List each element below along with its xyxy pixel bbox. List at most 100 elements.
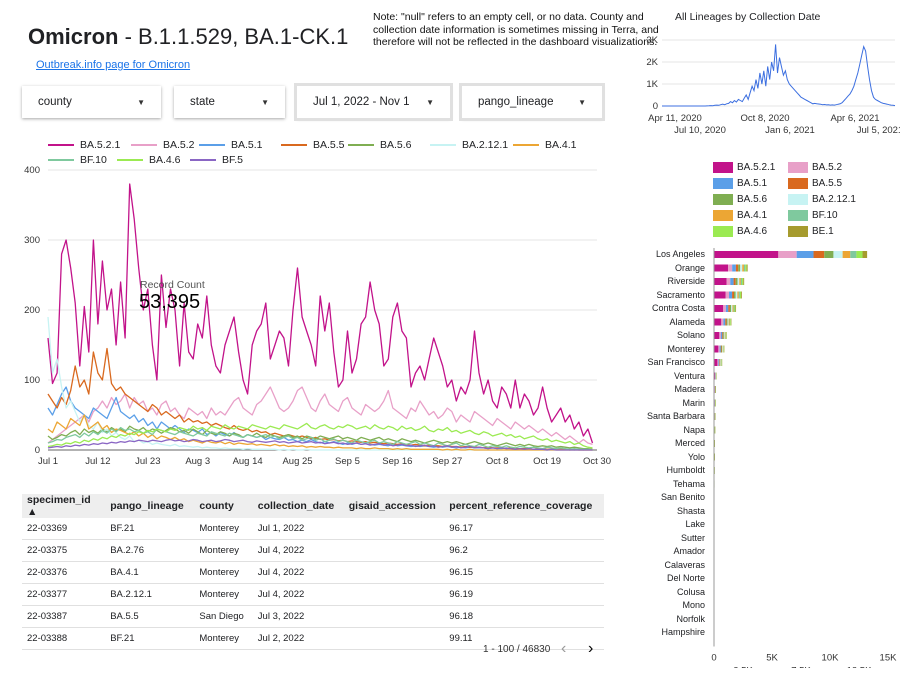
county-filter[interactable]: county ▼ [22, 86, 161, 118]
legend-label: BA.5.5 [812, 178, 843, 189]
bar-segment-ba-5-1 [719, 345, 721, 353]
x-tick-label: Aug 3 [185, 456, 210, 467]
bar-segment-ba-4-6 [856, 251, 863, 258]
table-row[interactable]: 22-03375 BA.2.76 Monterey Jul 4, 2022 96.2 [22, 539, 604, 562]
y-tick-label: 300 [24, 235, 40, 246]
table-cell: Monterey [194, 539, 253, 562]
legend-item-ba-5-1[interactable]: BA.5.1 [199, 139, 263, 151]
table-row[interactable]: 22-03387 BA.5.5 San Diego Jul 3, 2022 96.18 [22, 605, 604, 628]
bar-legend-item-ba-5-6[interactable]: BA.5.6 [713, 194, 767, 205]
prev-page-button[interactable]: ‹ [561, 640, 567, 657]
legend-swatch [788, 226, 808, 237]
date-range-filter[interactable]: Jul 1, 2022 - Nov 1 ▼ [294, 83, 453, 121]
legend-item-bf-5[interactable]: BF.5 [190, 154, 243, 166]
x-tick-label: Sep 16 [382, 456, 412, 467]
pagination-text: 1 - 100 / 46830 [483, 644, 551, 655]
bar-segment-ba-5-2-1 [714, 345, 719, 353]
y-tick-label: 0 [35, 445, 40, 456]
x-tick-label: Jul 5, 2021 [857, 125, 900, 136]
series-line-ba-4-1 [47, 414, 593, 451]
legend-item-ba-5-2[interactable]: BA.5.2 [131, 139, 195, 151]
legend-item-ba-5-5[interactable]: BA.5.5 [281, 139, 345, 151]
lineage-line-chart: 0 100 200 300 400 Jul 1 Jul 12 Jul 23 Aug 3 Aug 1… [24, 165, 611, 467]
state-filter[interactable]: state ▼ [174, 86, 285, 118]
bar-segment-bf-10 [729, 318, 731, 326]
table-cell: 99.11 [444, 627, 604, 650]
table-row[interactable]: 22-03377 BA.2.12.1 Monterey Jul 4, 2022 96.1… [22, 583, 604, 606]
x-tick-label: Apr 6, 2021 [830, 113, 879, 124]
bar-segment-be-1 [735, 305, 737, 312]
table-cell: Monterey [194, 627, 253, 650]
county-label: Marin [682, 397, 705, 408]
legend-item-ba-4-6[interactable]: BA.4.6 [117, 154, 181, 166]
column-header-pango-lineage[interactable]: pango_lineage [105, 494, 195, 518]
table-row[interactable]: 22-03388 BF.21 Monterey Jul 2, 2022 99.11 [22, 627, 604, 650]
legend-item-ba-4-1[interactable]: BA.4.1 [513, 139, 577, 151]
specimen-table: specimen_id ▲ pango_lineage county collecti… [22, 494, 604, 650]
column-header-county[interactable]: county [194, 494, 253, 518]
bar-segment-ba-5-1 [729, 291, 733, 299]
bar-legend-item-ba-5-1[interactable]: BA.5.1 [713, 178, 767, 189]
next-page-button[interactable]: › [588, 640, 594, 657]
table-row[interactable]: 22-03376 BA.4.1 Monterey Jul 4, 2022 96.15 [22, 561, 604, 584]
bar-legend-item-ba-2-12-1[interactable]: BA.2.12.1 [788, 194, 856, 205]
table-cell: 96.18 [444, 605, 604, 628]
y-tick-label: 2K [646, 57, 658, 68]
legend-swatch [281, 144, 307, 146]
bar-segment-ba-5-6 [726, 318, 728, 326]
bar-segment-ba-5-1 [723, 318, 726, 326]
bar-segment-ba-5-5 [719, 359, 720, 366]
bar-segment-ba-4-1 [722, 345, 724, 353]
bar-legend-item-bf-10[interactable]: BF.10 [788, 210, 838, 221]
bar-segment-ba-4-1 [728, 318, 730, 326]
column-header-percent-reference-coverage[interactable]: percent_reference_coverage [444, 494, 604, 518]
series-line-ba-4-6 [47, 422, 593, 449]
bar-legend-item-ba-5-2-1[interactable]: BA.5.2.1 [713, 162, 775, 173]
bar-segment-ba-5-2 [717, 359, 719, 366]
legend-label: BA.4.6 [149, 154, 181, 166]
bar-segment-ba-4-6 [739, 291, 741, 299]
legend-item-ba-5-6[interactable]: BA.5.6 [348, 139, 412, 151]
bar-segment-ba-5-2-1 [714, 332, 720, 339]
chevron-down-icon: ▼ [261, 97, 269, 107]
outbreak-info-link[interactable]: Outbreak.info page for Omicron [36, 59, 191, 71]
legend-swatch [788, 194, 808, 205]
bar-segment-ba-5-2-1 [714, 305, 724, 312]
bar-segment-ba-4-6 [745, 264, 747, 272]
y-tick-label: 400 [24, 165, 40, 176]
bar-segment-ba-5-5 [725, 318, 727, 326]
legend-label: BA.5.2 [812, 162, 843, 173]
bar-segment-ba-4-6 [725, 332, 727, 339]
legend-label: BF.5 [222, 154, 244, 166]
series-line-ba-5-2-1 [47, 183, 594, 444]
table-cell: Jul 2, 2022 [252, 627, 344, 650]
column-header-collection-date[interactable]: collection_date [252, 494, 344, 518]
legend-swatch [713, 210, 733, 221]
county-label: Contra Costa [651, 303, 705, 313]
bar-segment-ba-4-6 [734, 305, 736, 312]
bar-legend-item-ba-4-6[interactable]: BA.4.6 [713, 226, 767, 237]
table-cell: Jul 3, 2022 [252, 605, 344, 628]
legend-item-bf-10[interactable]: BF.10 [48, 154, 107, 166]
y-tick-label: 200 [24, 305, 40, 316]
bar-segment-bf-10 [743, 264, 746, 272]
legend-item-ba-5-2-1[interactable]: BA.5.2.1 [48, 139, 120, 151]
pango-lineage-filter[interactable]: pango_lineage ▼ [459, 83, 605, 121]
bar-legend-item-be-1[interactable]: BE.1 [788, 226, 834, 237]
table-row[interactable]: 22-03369 BF.21 Monterey Jul 1, 2022 96.17 [22, 518, 604, 540]
column-header-specimen-id[interactable]: specimen_id ▲ [22, 494, 106, 518]
bar-legend-item-ba-5-2[interactable]: BA.5.2 [788, 162, 842, 173]
table-cell: 22-03375 [22, 539, 106, 562]
x-tick-label: Sep 5 [335, 456, 360, 467]
table-cell: Jul 4, 2022 [252, 539, 344, 562]
column-header-gisaid-accession[interactable]: gisaid_accession [343, 494, 445, 518]
bar-segment-ba-4-1 [737, 291, 739, 299]
legend-item-ba-2-12-1[interactable]: BA.2.12.1 [430, 139, 508, 151]
bar-legend-item-ba-5-5[interactable]: BA.5.5 [788, 178, 842, 189]
bar-segment-ba-5-6 [723, 332, 724, 339]
legend-label: BA.5.6 [737, 194, 768, 205]
legend-label: BA.5.2 [163, 139, 195, 151]
bar-legend-item-ba-4-1[interactable]: BA.4.1 [713, 210, 767, 221]
county-label: Alameda [669, 316, 705, 327]
legend-label: BA.5.2.1 [737, 162, 776, 173]
